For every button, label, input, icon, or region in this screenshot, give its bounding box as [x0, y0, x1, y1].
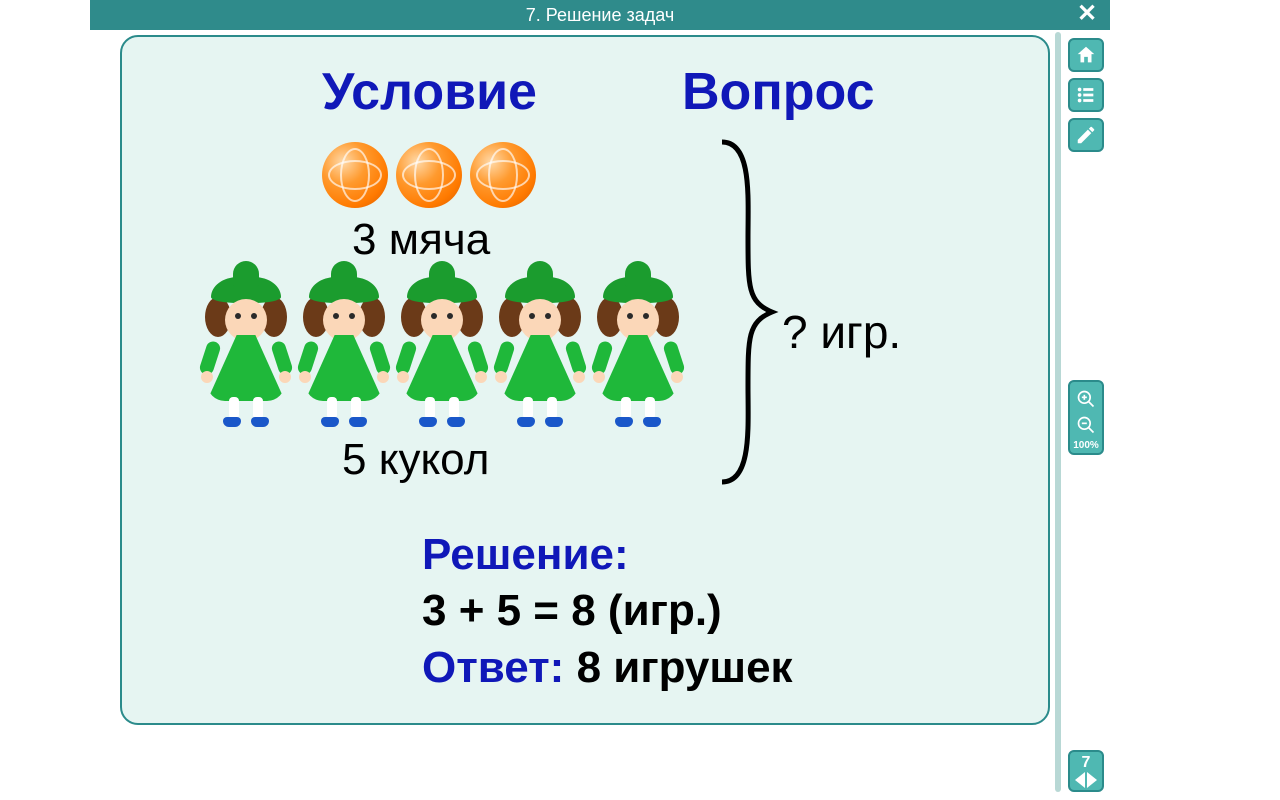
page-number: 7 — [1082, 754, 1091, 772]
heading-question: Вопрос — [682, 62, 875, 122]
doll-icon — [589, 277, 687, 427]
toolbar — [1068, 38, 1104, 152]
close-button[interactable]: ✕ — [1072, 0, 1102, 30]
heading-condition: Условие — [322, 62, 537, 122]
title-bar: 7. Решение задач ✕ — [90, 0, 1110, 30]
solution-block: Решение: 3 + 5 = 8 (игр.) Ответ: 8 игруш… — [422, 527, 793, 696]
zoom-out-icon — [1076, 415, 1096, 435]
solution-label: Решение: — [422, 530, 629, 579]
home-icon — [1075, 44, 1097, 66]
balls-row — [322, 142, 536, 208]
balls-label: 3 мяча — [352, 215, 490, 265]
question-text: ? игр. — [782, 305, 901, 359]
home-button[interactable] — [1068, 38, 1104, 72]
ball-icon — [322, 142, 388, 208]
list-icon — [1075, 84, 1097, 106]
dolls-label: 5 кукол — [342, 435, 489, 485]
pencil-icon — [1075, 124, 1097, 146]
ball-icon — [396, 142, 462, 208]
dolls-row — [197, 277, 687, 427]
page-indicator: 7 — [1068, 750, 1104, 792]
solution-expression: 3 + 5 = 8 (игр.) — [422, 586, 722, 635]
answer-label: Ответ: — [422, 643, 564, 692]
zoom-in-icon — [1076, 389, 1096, 409]
zoom-in-button[interactable] — [1076, 386, 1096, 412]
zoom-control: 100% — [1068, 380, 1104, 455]
zoom-out-button[interactable] — [1076, 412, 1096, 438]
list-button[interactable] — [1068, 78, 1104, 112]
content-panel: Условие Вопрос 3 мяча 5 кукол ? игр. Реш… — [120, 35, 1050, 725]
doll-icon — [491, 277, 589, 427]
title-text: 7. Решение задач — [526, 5, 674, 25]
doll-icon — [197, 277, 295, 427]
doll-icon — [295, 277, 393, 427]
zoom-level: 100% — [1073, 438, 1099, 451]
pencil-button[interactable] — [1068, 118, 1104, 152]
scrollbar[interactable] — [1055, 32, 1061, 792]
answer-value: 8 игрушек — [564, 643, 792, 692]
ball-icon — [470, 142, 536, 208]
doll-icon — [393, 277, 491, 427]
curly-brace-icon — [712, 137, 782, 487]
next-page-button[interactable] — [1087, 772, 1097, 788]
prev-page-button[interactable] — [1075, 772, 1085, 788]
